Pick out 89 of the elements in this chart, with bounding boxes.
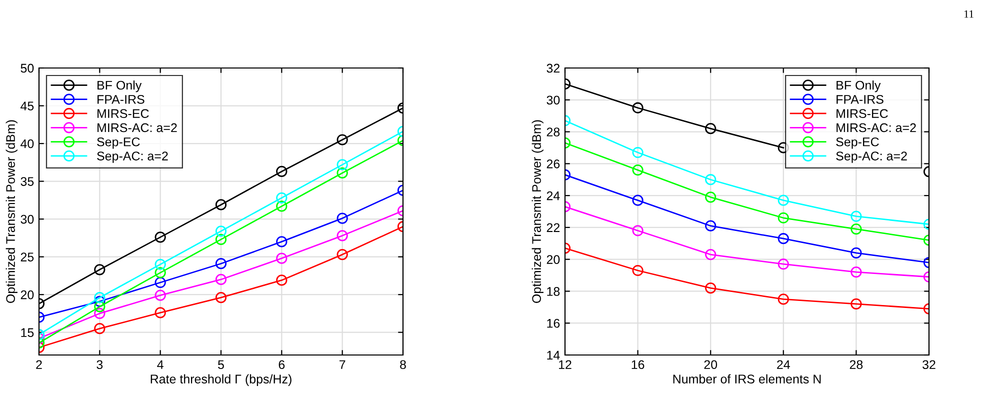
point xyxy=(778,294,789,305)
y-tick-label: 24 xyxy=(546,191,560,200)
legend-label: BF Only xyxy=(836,80,881,92)
y-axis-title: Optimized Transmit Power (dBm) xyxy=(6,120,18,303)
x-tick-label: 32 xyxy=(922,360,936,370)
point xyxy=(336,167,348,179)
y-tick-label: 22 xyxy=(546,223,560,232)
point xyxy=(215,234,227,245)
x-tick-label: 3 xyxy=(96,360,103,370)
x-tick-label: 24 xyxy=(777,360,790,369)
point xyxy=(94,323,106,334)
point xyxy=(215,258,227,270)
x-tick-label: 2 xyxy=(36,360,42,369)
point xyxy=(336,248,348,260)
legend-label: Sep-AC: a=2 xyxy=(97,152,168,163)
point xyxy=(154,276,166,288)
legend-label: FPA-IRS xyxy=(98,94,144,104)
x-axis-title: Number of IRS elements N xyxy=(673,374,821,384)
legend-label: FPA-IRS xyxy=(836,94,884,104)
x-tick-label: 8 xyxy=(400,360,406,370)
y-tick-label: 20 xyxy=(20,290,34,300)
y-tick-label: 25 xyxy=(20,252,34,262)
point xyxy=(276,236,288,248)
text: 11 xyxy=(964,10,974,18)
point xyxy=(154,232,166,243)
point xyxy=(778,194,789,206)
legend-label: MIRS-AC: a=2 xyxy=(98,123,177,132)
x-tick-label: 7 xyxy=(340,360,346,369)
point xyxy=(276,200,288,212)
point xyxy=(215,199,227,210)
x-tick-label: 28 xyxy=(850,360,863,370)
x-axis-title: Rate threshold Γ (bps/Hz) xyxy=(150,374,292,386)
legend-label: MIRS-EC xyxy=(98,109,149,118)
point xyxy=(154,290,166,301)
point xyxy=(276,274,288,286)
point xyxy=(778,212,789,224)
x-tick-label: 16 xyxy=(632,360,644,370)
y-tick-label: 26 xyxy=(546,159,560,168)
y-tick-label: 30 xyxy=(20,214,34,224)
legend-label: Sep-AC: a=2 xyxy=(836,152,907,163)
y-tick-label: 32 xyxy=(546,64,560,73)
point xyxy=(778,258,789,270)
x-tick-label: 12 xyxy=(559,360,572,369)
legend-label: MIRS-EC xyxy=(836,109,888,118)
x-tick-label: 5 xyxy=(218,360,224,370)
point xyxy=(276,192,288,204)
y-tick-label: 18 xyxy=(547,287,560,296)
y-tick-label: 50 xyxy=(20,64,34,73)
point xyxy=(215,226,227,237)
point xyxy=(154,307,166,318)
point xyxy=(94,292,106,304)
y-tick-label: 15 xyxy=(21,328,34,337)
y-tick-label: 14 xyxy=(547,350,560,360)
point xyxy=(215,274,227,286)
point xyxy=(705,282,716,294)
legend-label: MIRS-AC: a=2 xyxy=(836,123,916,132)
y-tick-label: 40 xyxy=(20,139,34,148)
point xyxy=(276,166,288,178)
y-tick-label: 35 xyxy=(20,177,34,186)
point xyxy=(276,252,288,264)
point xyxy=(94,301,106,312)
x-tick-label: 20 xyxy=(704,360,718,370)
y-tick-label: 20 xyxy=(546,255,560,264)
y-axis-title: Optimized Transmit Power (dBm) xyxy=(532,120,544,303)
y-tick-label: 45 xyxy=(20,102,34,110)
x-tick-label: 4 xyxy=(157,360,164,369)
point xyxy=(705,174,716,186)
y-tick-label: 16 xyxy=(547,318,560,328)
point xyxy=(94,308,106,320)
point xyxy=(705,192,716,203)
legend-label: BF Only xyxy=(98,80,142,92)
point xyxy=(154,258,166,270)
point xyxy=(154,267,166,278)
point xyxy=(336,134,348,146)
y-tick-label: 28 xyxy=(546,128,560,136)
point xyxy=(705,248,716,260)
point xyxy=(705,220,716,232)
point xyxy=(778,233,789,244)
point xyxy=(94,264,106,276)
x-tick-label: 6 xyxy=(278,360,285,370)
point xyxy=(215,292,227,304)
point xyxy=(336,159,348,170)
legend-label: Sep-EC xyxy=(836,137,879,149)
point xyxy=(94,296,106,307)
point xyxy=(336,230,348,242)
y-tick-label: 30 xyxy=(546,96,560,105)
legend-label: Sep-EC xyxy=(97,137,140,149)
point xyxy=(336,212,348,224)
point xyxy=(705,123,716,134)
